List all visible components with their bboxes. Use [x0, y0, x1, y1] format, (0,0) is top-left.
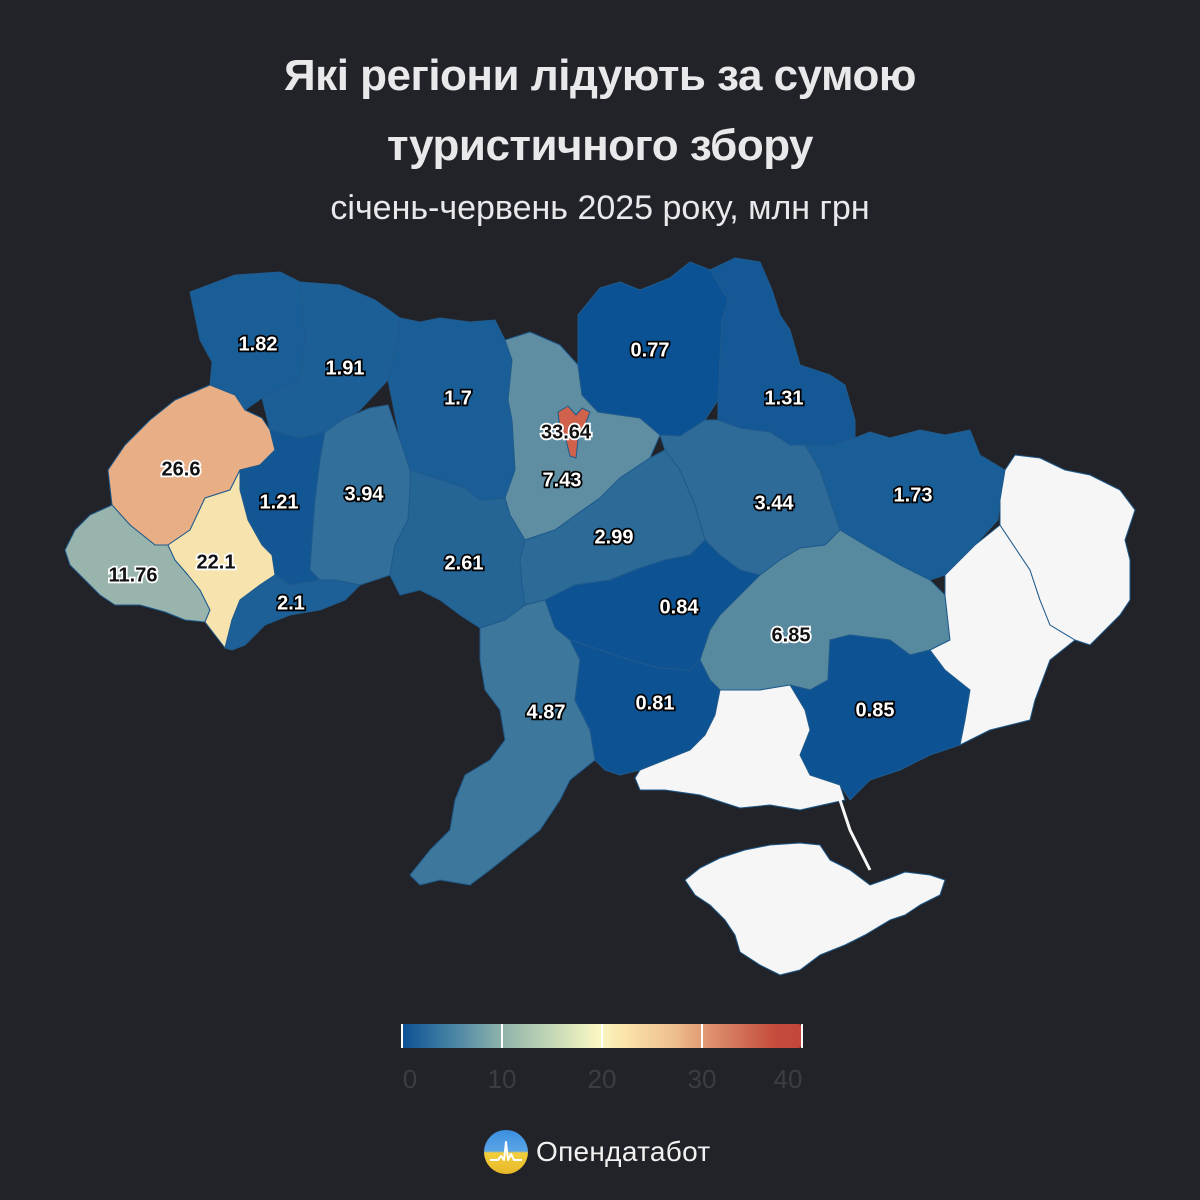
legend-tick	[401, 1024, 403, 1048]
label-zhytomyr: 1.7	[444, 387, 472, 409]
legend-tick	[801, 1024, 803, 1048]
label-dnipro: 6.85	[772, 624, 811, 646]
opendatabot-logo-icon	[484, 1130, 528, 1174]
legend-tick-label: 40	[773, 1064, 803, 1094]
region-chernivtsi[interactable]	[224, 574, 361, 651]
label-mykolaiv: 0.81	[636, 692, 675, 714]
label-kharkiv: 1.73	[894, 484, 933, 506]
legend-tick	[501, 1024, 503, 1048]
label-lviv: 26.6	[162, 458, 201, 480]
label-rivne: 1.91	[326, 357, 365, 379]
label-poltava: 3.44	[755, 492, 795, 514]
legend-tick	[701, 1024, 703, 1048]
label-zaporizhzhia: 0.85	[856, 699, 895, 721]
ukraine-choropleth-map: 1.82 1.91 1.7 33.64 7.43 0.77 1.31 26.6 …	[64, 257, 1136, 976]
label-chernihiv: 0.77	[631, 339, 670, 361]
arabat-spit	[838, 799, 872, 871]
legend-tick-label: 10	[487, 1064, 517, 1094]
region-odesa[interactable]	[409, 599, 596, 886]
label-ternopil: 1.21	[260, 491, 299, 513]
region-kyiv-city[interactable]	[557, 405, 591, 459]
chart-subtitle: січень-червень 2025 року, млн грн	[330, 189, 870, 227]
region-luhansk-no-data[interactable]	[999, 454, 1136, 646]
label-volyn: 1.82	[239, 333, 278, 355]
region-kherson-no-data[interactable]	[634, 684, 846, 811]
chart-title-line-1: Які регіони лідують за сумою	[284, 51, 916, 100]
label-zakarpattia: 11.76	[109, 564, 158, 586]
brand-name: Опендатабот	[536, 1136, 711, 1167]
color-scale-legend	[401, 1024, 803, 1048]
label-kyiv-oblast: 7.43	[543, 469, 582, 491]
label-ivano-frankivsk: 22.1	[197, 551, 236, 573]
region-kharkiv[interactable]	[804, 429, 1006, 581]
label-kirovohrad: 0.84	[660, 596, 700, 618]
region-crimea-no-data[interactable]	[684, 842, 946, 976]
label-sumy: 1.31	[765, 387, 804, 409]
legend-tick	[601, 1024, 603, 1048]
label-kyiv-city: 33.64	[541, 421, 592, 443]
brand-footer: Опендатабот	[484, 1130, 710, 1174]
region-zakarpattia[interactable]	[64, 504, 211, 623]
label-odesa: 4.87	[527, 701, 566, 723]
legend-tick-label: 30	[687, 1064, 717, 1094]
legend-tick-label: 20	[587, 1064, 617, 1094]
label-khmelnytskyi: 3.94	[345, 483, 385, 505]
chart-title-line-2: туристичного збору	[387, 121, 813, 170]
legend-tick-label: 0	[402, 1064, 418, 1094]
label-chernivtsi: 2.1	[277, 592, 305, 614]
label-cherkasy: 2.99	[595, 526, 634, 548]
label-vinnytsia: 2.61	[445, 552, 484, 574]
region-sumy[interactable]	[709, 257, 856, 447]
